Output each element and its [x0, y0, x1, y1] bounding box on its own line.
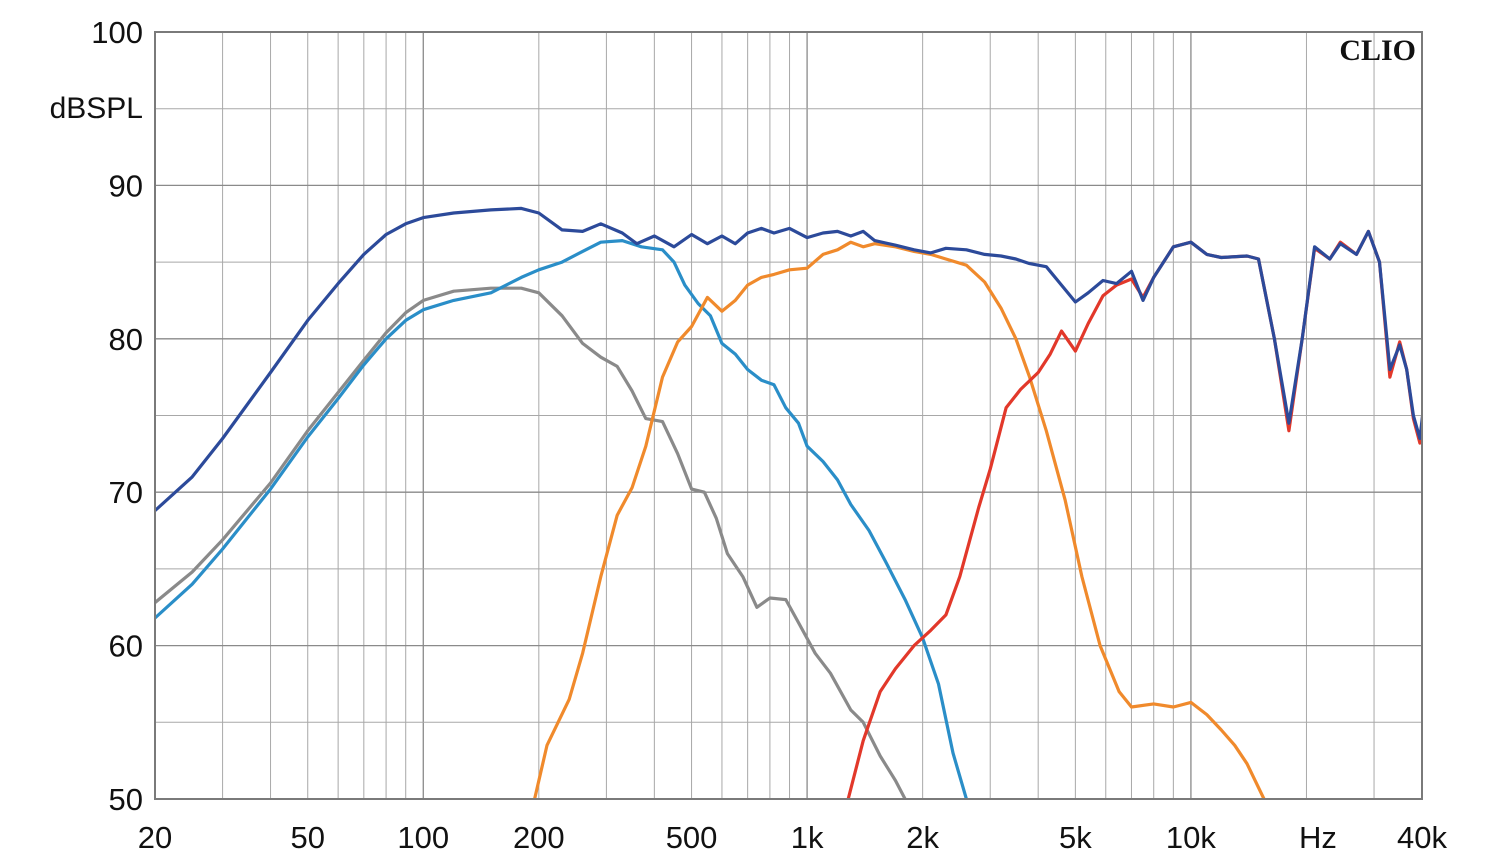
response-curve-3: [533, 240, 1266, 799]
series-layer: [155, 206, 1422, 799]
x-axis-unit-label: Hz: [1299, 820, 1337, 855]
y-tick-label: 70: [109, 475, 143, 510]
y-axis-label: dBSPL: [50, 92, 143, 125]
grid: [155, 32, 1422, 799]
x-tick-label: 2k: [906, 820, 939, 855]
response-curve-2: [155, 239, 968, 799]
clio-watermark: CLIO: [1339, 34, 1416, 67]
response-curve-1: [155, 286, 907, 799]
y-tick-label: 50: [109, 782, 143, 817]
x-tick-label: 10k: [1166, 820, 1216, 855]
x-tick-label: 200: [513, 820, 565, 855]
x-tick-label: 100: [397, 820, 449, 855]
x-tick-label: 1k: [791, 820, 824, 855]
x-tick-label: 5k: [1059, 820, 1092, 855]
x-tick-label: 20: [138, 820, 172, 855]
response-curve-5: [155, 206, 1422, 513]
y-tick-label: 90: [109, 168, 143, 203]
y-tick-label: 100: [91, 15, 143, 50]
x-tick-label: 500: [666, 820, 718, 855]
x-tick-label: 40k: [1397, 820, 1447, 855]
y-tick-label: 80: [109, 322, 143, 357]
x-tick-label: 50: [290, 820, 324, 855]
response-curve-4: [846, 229, 1422, 799]
y-tick-label: 60: [109, 629, 143, 664]
plot-frame: [154, 31, 1423, 800]
